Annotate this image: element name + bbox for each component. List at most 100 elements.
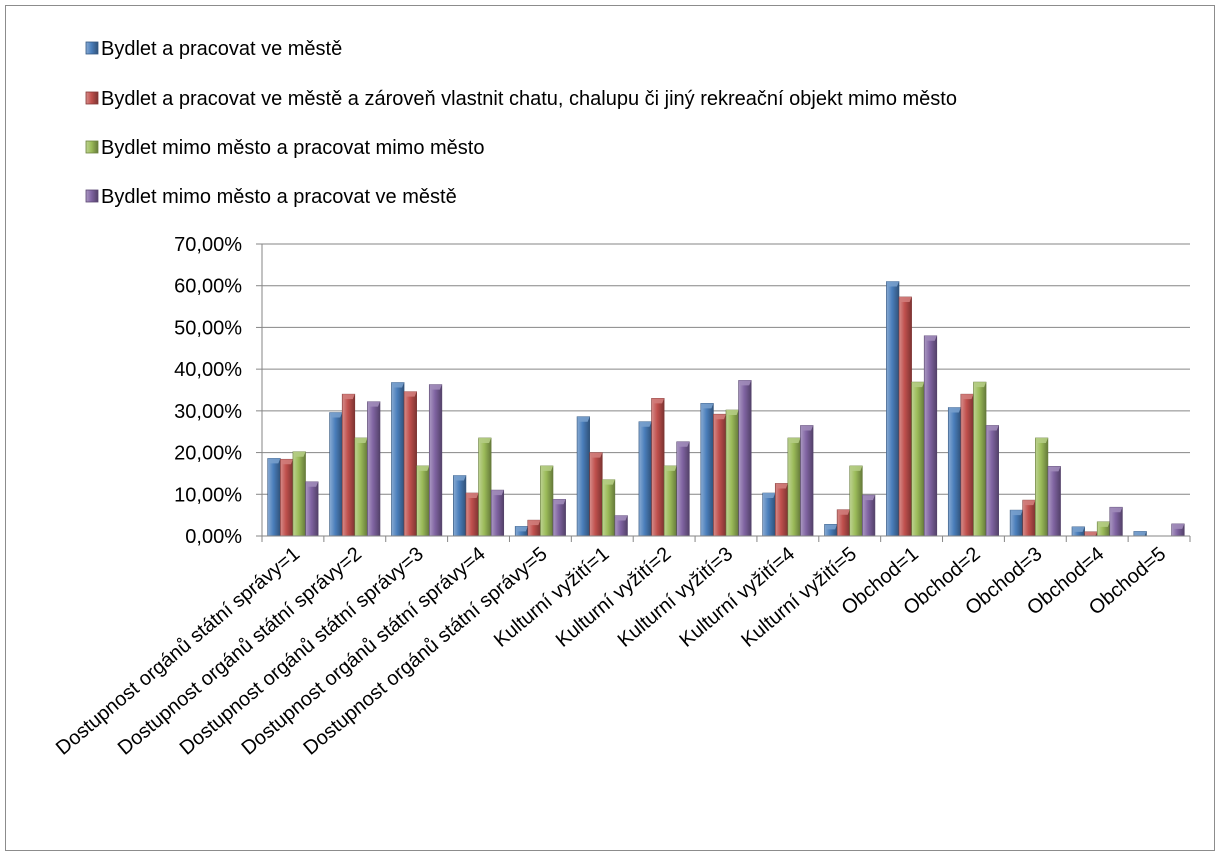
bar-body — [428, 384, 443, 537]
bar-cap — [602, 479, 615, 485]
bar-cap — [589, 452, 603, 458]
y-tick-label: 70,00% — [174, 234, 242, 256]
bar — [552, 498, 566, 537]
bar — [985, 425, 999, 537]
bar-cap — [1035, 437, 1048, 443]
bar-cap — [849, 465, 863, 471]
legend-swatch-3 — [85, 140, 99, 154]
bar-body — [663, 465, 678, 537]
bar — [911, 381, 925, 537]
bar-body — [774, 483, 789, 537]
bar-cap — [515, 526, 528, 532]
bar-body — [305, 481, 319, 537]
y-tick-label: 50,00% — [174, 317, 242, 339]
bar — [862, 494, 876, 537]
x-axis: Dostupnost orgánů státní správy=1Dostupn… — [52, 535, 1191, 760]
bar-body — [589, 452, 603, 537]
bar — [1096, 521, 1111, 537]
bar-body — [676, 441, 690, 537]
bar — [762, 492, 776, 537]
bar-cap — [837, 509, 850, 515]
bar — [738, 380, 752, 537]
legend-label-2: Bydlet a pracovat ve městě a zároveň vla… — [101, 88, 957, 110]
bar — [490, 489, 505, 537]
bar — [391, 382, 405, 537]
bar-body — [465, 492, 479, 537]
bar-body — [1047, 466, 1061, 537]
bar — [886, 281, 900, 537]
bar — [305, 481, 319, 537]
bar-cap — [1084, 531, 1098, 536]
bar-body — [947, 407, 962, 537]
bar-cap — [738, 380, 752, 386]
bar-cap — [329, 412, 343, 418]
bar-body — [886, 281, 900, 537]
bar — [453, 475, 467, 537]
bar-body — [576, 416, 590, 537]
bar-cap — [1109, 507, 1123, 513]
bar — [836, 509, 851, 537]
bar-cap — [305, 481, 319, 487]
bar — [700, 403, 714, 537]
bar-cap — [899, 296, 912, 302]
bar-cap — [553, 499, 566, 505]
legend-label-4: Bydlet mimo město a pracovat ve městě — [101, 186, 457, 208]
bar-cap — [429, 384, 442, 390]
bar-body — [651, 398, 665, 537]
bars — [267, 281, 1185, 537]
bar-body — [1022, 499, 1036, 537]
bar — [478, 437, 492, 537]
bar — [824, 524, 838, 537]
legend: Bydlet a pracovat ve městě Bydlet a praco… — [85, 38, 957, 208]
bar-cap — [713, 414, 726, 420]
bar — [1022, 499, 1036, 537]
bar — [527, 519, 541, 537]
bar — [514, 526, 529, 537]
bar-cap — [1097, 521, 1110, 527]
bar-cap — [280, 459, 293, 465]
bar — [774, 483, 789, 537]
bar-body — [738, 380, 752, 537]
bar-body — [849, 465, 863, 537]
bar — [280, 458, 294, 537]
bar-cap — [973, 382, 987, 388]
bar-cap — [960, 394, 974, 400]
bar-cap — [726, 410, 739, 416]
bar — [638, 421, 652, 537]
bar — [354, 437, 368, 537]
bar — [787, 437, 801, 537]
bar — [676, 441, 690, 537]
chart-frame — [5, 5, 1215, 851]
bar — [663, 465, 678, 537]
bar-cap — [540, 465, 553, 471]
legend-swatch-4 — [85, 189, 99, 203]
bar-cap — [478, 437, 492, 443]
bar-cap — [638, 421, 652, 427]
bar-cap — [342, 394, 355, 400]
bar-cap — [391, 382, 405, 388]
legend-swatch-2 — [85, 91, 99, 105]
bar — [651, 398, 665, 537]
bar — [1133, 531, 1147, 537]
bar — [341, 393, 356, 537]
bar-cap — [1047, 466, 1061, 472]
bar-cap — [1022, 500, 1036, 506]
bar-body — [638, 421, 652, 537]
bar — [1171, 523, 1185, 537]
bar — [1109, 506, 1123, 537]
bar — [923, 335, 938, 537]
x-tick-label: Dostupnost orgánů státní správy=3 — [176, 543, 428, 760]
bar-body — [478, 437, 492, 537]
bar-cap — [1171, 523, 1185, 529]
bar-body — [329, 412, 343, 537]
bar-body — [403, 391, 417, 537]
bar — [601, 479, 616, 537]
bar-cap — [911, 382, 925, 388]
bar-body — [601, 479, 616, 537]
bar — [1035, 437, 1049, 537]
bar — [1084, 531, 1098, 537]
bar-body — [923, 335, 938, 537]
bar — [1009, 509, 1024, 537]
bar-body — [280, 458, 294, 537]
bar-cap — [367, 401, 380, 407]
